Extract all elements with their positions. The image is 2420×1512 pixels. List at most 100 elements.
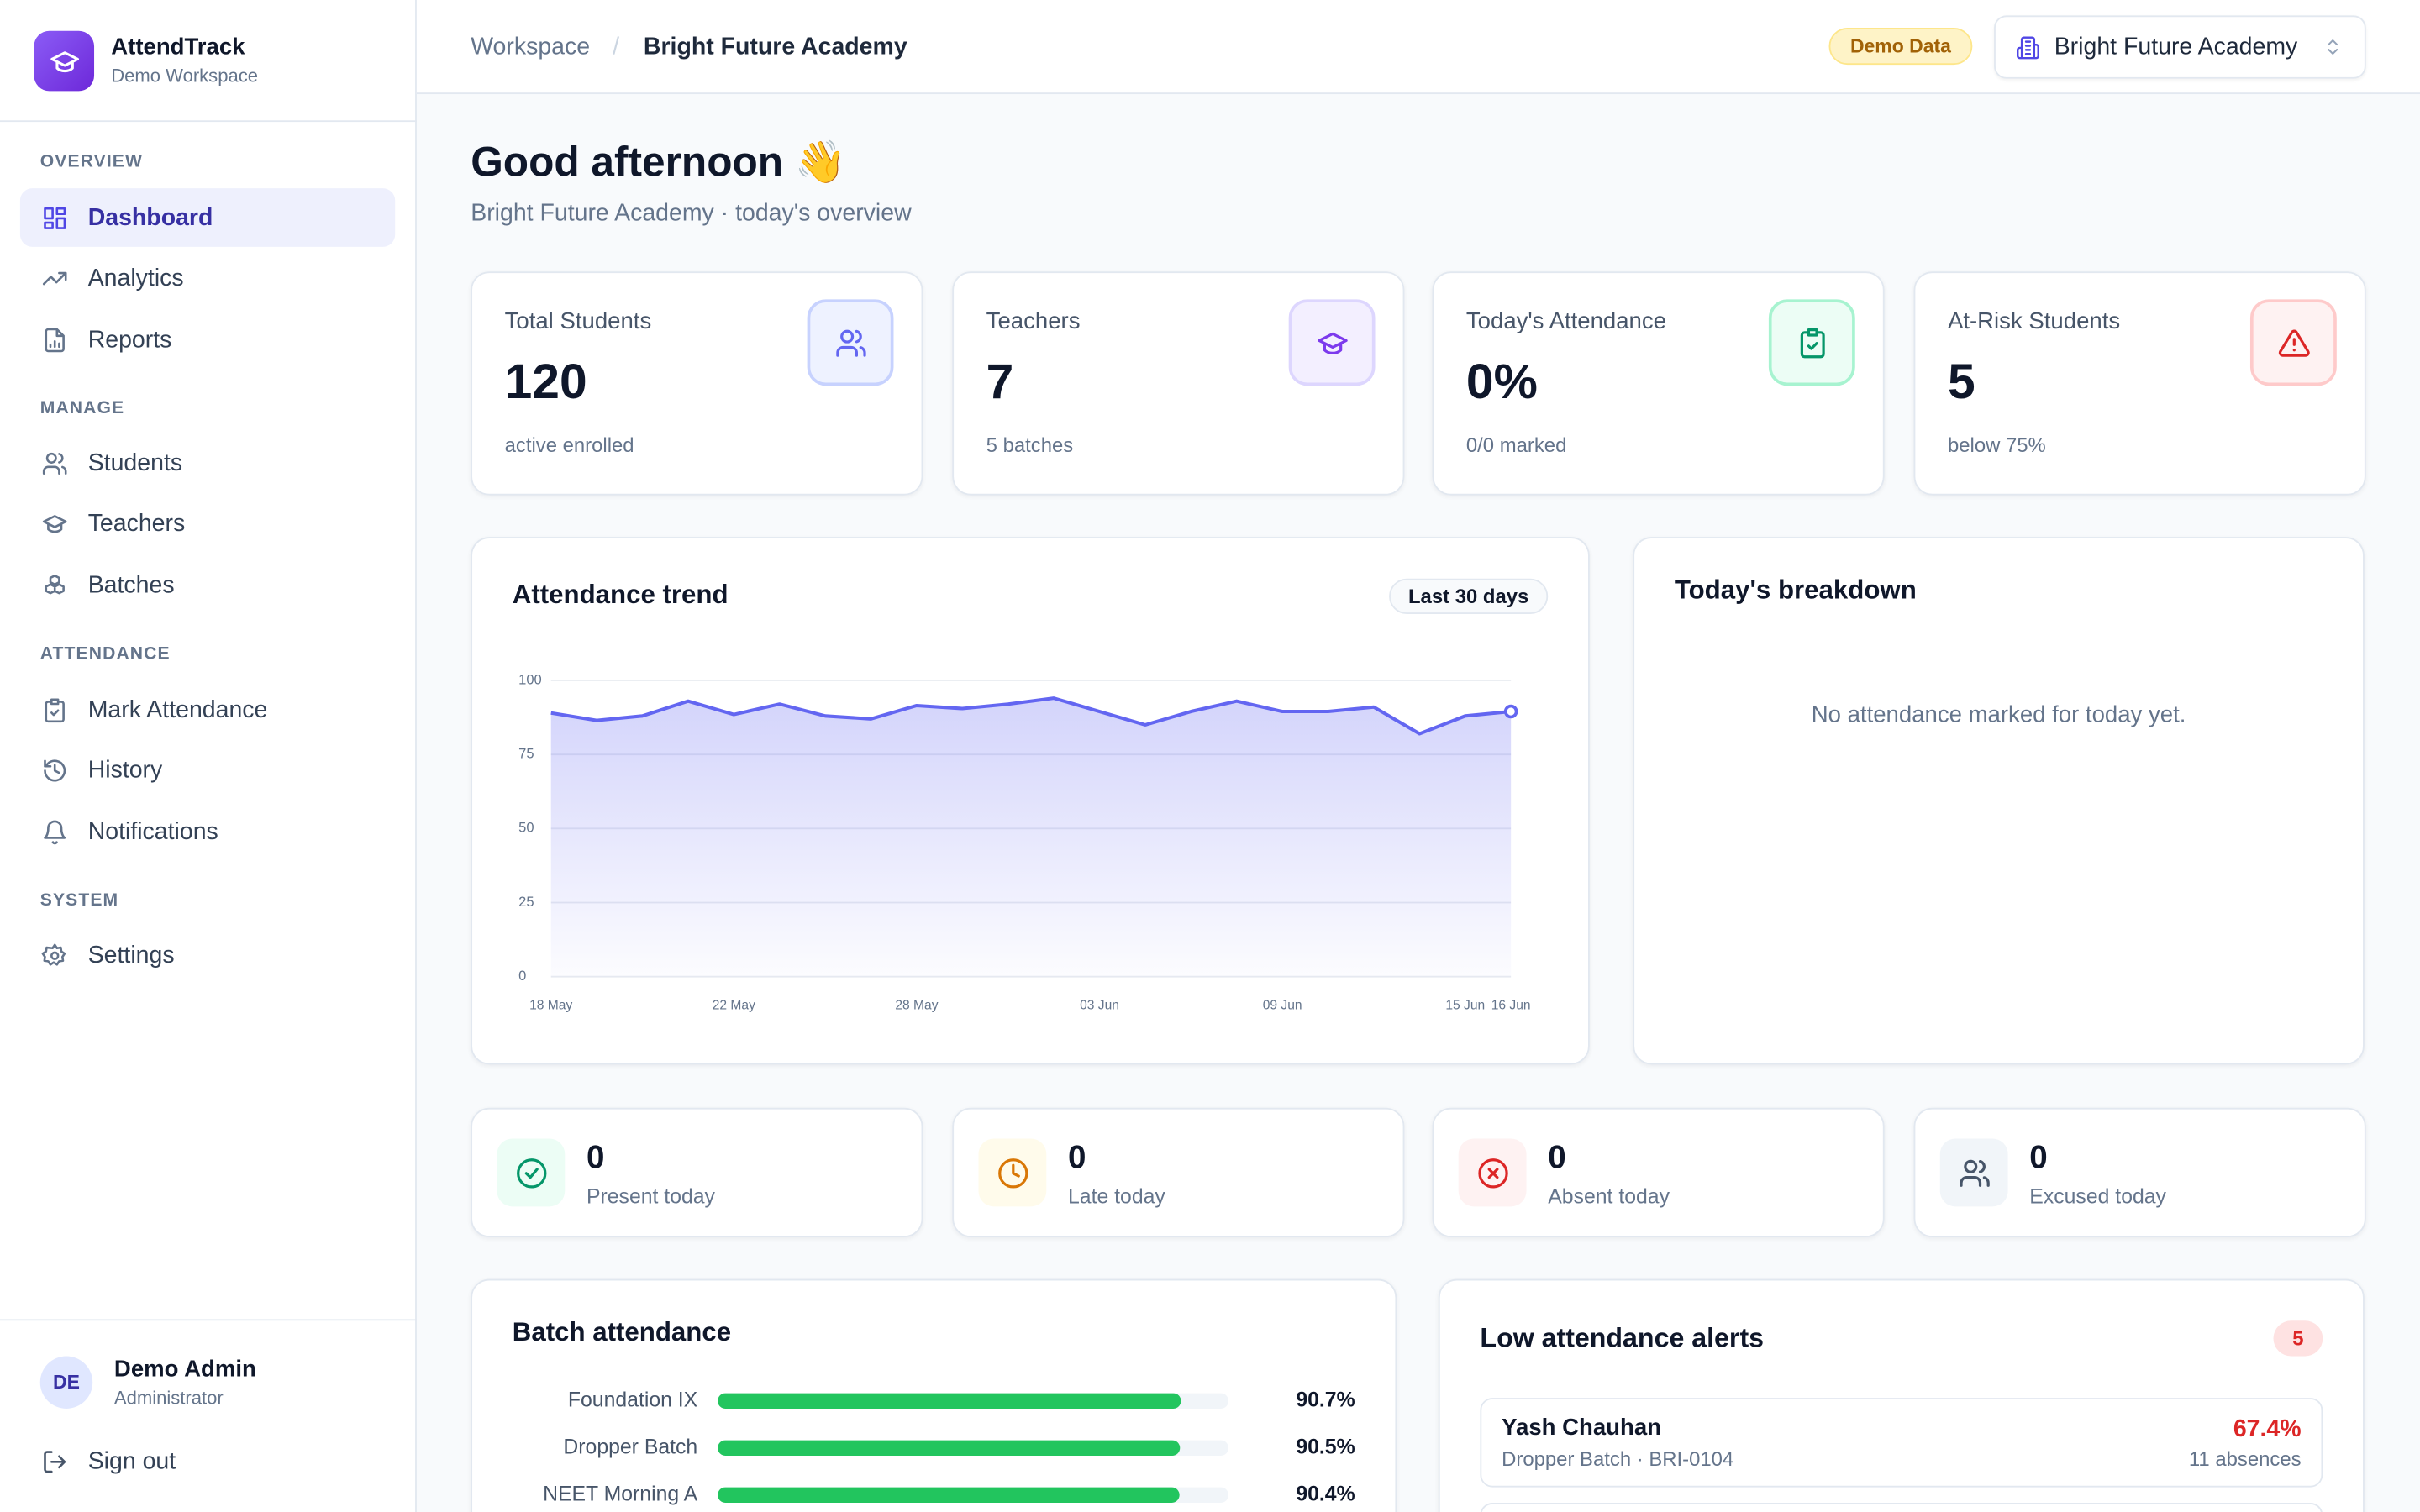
icon [43,206,66,228]
icon [997,1158,1028,1188]
nav-item[interactable] [20,741,395,800]
stat-label: Teachers [986,308,1081,335]
icon [40,942,66,965]
icon [1477,1158,1507,1188]
sidebar [0,0,417,1512]
stat-label: At-Risk Students [1947,308,2121,335]
section-title: SYSTEM [39,890,119,910]
section-title: MANAGE [39,398,125,417]
alert-name: Yash Chauhan [1502,1415,1661,1441]
user-role: Administrator [113,1387,224,1409]
logo [34,30,95,92]
icon [43,1450,66,1473]
icon [41,452,66,475]
icon [1799,328,1824,358]
stat-value: 5 [1947,353,1975,409]
icon [1317,331,1347,354]
stat-value: 0% [1465,353,1538,409]
chart-badge-label: Last 30 days [1407,584,1529,607]
badge-label: Demo Data [1849,34,1951,57]
stat-value: 120 [504,353,587,409]
nav-item[interactable] [20,494,395,553]
section-title: OVERVIEW [39,151,144,171]
avatar-initials: DE [53,1370,80,1393]
greeting-title: Good afternoon 👋 [471,139,847,186]
breadcrumb[interactable]: Workspace [471,33,591,60]
workspace-selector[interactable] [1994,15,2366,79]
breakdown-title: Today's breakdown [1674,575,1917,605]
count-label: Excused today [2029,1184,2166,1208]
icon [44,697,64,722]
breadcrumb-sep: / [613,33,620,60]
nav-label[interactable]: History [87,756,163,784]
count-label: Absent today [1548,1184,1670,1208]
icon [41,270,66,285]
section-title: ATTENDANCE [39,643,171,663]
icon [835,328,865,356]
divider [0,1319,417,1321]
icon [516,1158,546,1188]
nav-label[interactable]: Analytics [87,265,184,291]
icon [2277,328,2309,356]
badge [1828,28,1973,66]
stat-icon [1768,299,1855,386]
count-icon [1939,1138,2008,1207]
nav-label[interactable]: Dashboard [87,204,213,231]
nav-item[interactable] [19,188,396,247]
nav-item[interactable] [20,926,395,984]
count-label: Late today [1068,1184,1165,1208]
nav-item[interactable] [20,555,395,614]
icon [1959,1158,1989,1186]
icon [2016,35,2039,59]
stat-icon [807,299,894,386]
breakdown-card [1633,537,2365,1065]
breadcrumb-current: Bright Future Academy [643,33,908,60]
empty-state: No attendance marked for today yet. [1811,701,2186,728]
nav-label[interactable]: Settings [87,942,175,969]
nav-item[interactable] [20,433,395,492]
workspace: Demo Workspace [111,65,259,87]
icon [2327,39,2338,55]
icon [43,759,66,781]
greeting-subtitle: Bright Future Academy · today's overview [471,199,912,227]
alert-rate: 67.4% [2233,1415,2302,1442]
sign-out[interactable]: Sign out [87,1447,176,1474]
icon [41,514,66,533]
chart-title: Batch attendance [512,1317,732,1347]
stat-note: 0/0 marked [1465,433,1567,457]
alert-item[interactable] [1480,1398,2323,1488]
count-value: 0 [1068,1140,1086,1176]
alerts-count [2273,1320,2323,1357]
chart-title: Attendance trend [512,580,729,610]
alert-detail: Dropper Batch · BRI-0104 [1502,1446,1734,1471]
nav-label[interactable]: Notifications [87,818,218,845]
count-label: Present today [586,1184,715,1208]
nav-item[interactable] [20,310,395,369]
nav-label[interactable]: Mark Attendance [87,696,268,723]
count-value: 0 [586,1140,605,1176]
nav-label[interactable]: Teachers [87,510,186,537]
nav-item[interactable] [20,249,395,307]
selector-label[interactable]: Bright Future Academy [2054,34,2298,60]
alerts-count-label: 5 [2292,1326,2304,1350]
alert-absences: 11 absences [2188,1446,2302,1471]
stat-note: active enrolled [504,433,634,457]
icon [44,327,64,352]
brand: AttendTrack [111,34,245,60]
alert-item [1480,1502,2323,1512]
nav-label[interactable]: Batches [87,571,175,598]
count-value: 0 [1548,1140,1566,1176]
stat-note: 5 batches [986,433,1074,457]
icon [44,574,64,594]
count-icon [497,1138,566,1207]
icon [43,819,66,844]
nav-label[interactable]: Reports [87,326,172,353]
count-value: 0 [2029,1140,2048,1176]
icon [50,50,79,72]
user-name: Demo Admin [113,1356,256,1383]
stat-label: Today's Attendance [1465,308,1666,335]
stat-note: below 75% [1947,433,2046,457]
stat-value: 7 [986,353,1014,409]
nav-label[interactable]: Students [87,449,183,476]
